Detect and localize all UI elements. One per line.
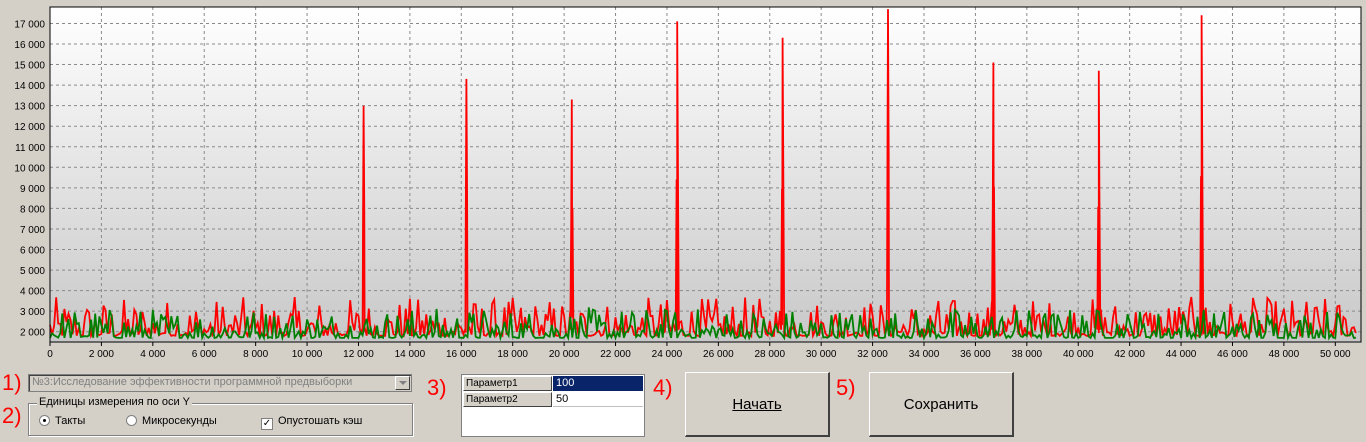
x-tick-label: 14 000 (395, 349, 426, 360)
y-tick-label: 11 000 (15, 143, 45, 154)
radio-empty-icon[interactable] (126, 415, 137, 426)
chevron-down-icon[interactable] (395, 376, 410, 390)
start-button-label: Начать (732, 395, 782, 413)
flush-cache-label: Опустошать кэш (278, 415, 363, 427)
params-row[interactable]: Параметр1 100 (463, 376, 643, 392)
x-tick-label: 0 (47, 349, 53, 360)
x-tick-label: 24 000 (652, 349, 683, 360)
x-tick-label: 40 000 (1063, 349, 1094, 360)
y-tick-label: 6 000 (20, 246, 45, 257)
x-tick-label: 8 000 (243, 349, 268, 360)
y-tick-label: 5 000 (20, 266, 45, 277)
flush-cache-checkbox[interactable]: ✓ Опустошать кэш (261, 415, 362, 430)
marker-4: 4) (653, 375, 673, 400)
line-chart: 2 000 3 000 4 000 5 000 6 000 7 000 8 000 9 000… (14, 6, 1362, 360)
radio-cycles-label: Такты (55, 415, 86, 427)
marker-5: 5) (836, 375, 856, 400)
plot-border (49, 6, 1362, 343)
x-tick-label: 18 000 (497, 349, 528, 360)
save-button-label: Сохранить (903, 395, 979, 413)
y-tick-label: 13 000 (14, 102, 45, 113)
radio-microseconds[interactable]: Микросекунды (126, 415, 217, 427)
x-tick-label: 44 000 (1166, 349, 1197, 360)
x-tick-label: 10 000 (292, 349, 323, 360)
test-select-value: №3:Исследование эффективности программно… (32, 376, 353, 388)
radio-microseconds-label: Микросекунды (142, 415, 217, 427)
x-tick-label: 22 000 (600, 349, 631, 360)
series-line (49, 307, 1356, 342)
y-tick-label: 17 000 (14, 19, 45, 30)
params-row[interactable]: Параметр2 50 (463, 392, 643, 408)
radio-cycles[interactable]: Такты (39, 415, 85, 427)
params-grid[interactable]: Параметр1 100 Параметр2 50 (461, 374, 645, 437)
save-button[interactable]: Сохранить (869, 372, 1014, 437)
x-tick-label: 38 000 (1012, 349, 1043, 360)
y-tick-label: 8 000 (20, 204, 45, 215)
x-tick-label: 4 000 (140, 349, 165, 360)
y-tick-label: 16 000 (14, 40, 45, 51)
y-units-title: Единицы измерения по оси Y (37, 396, 193, 408)
y-tick-label: 14 000 (14, 81, 45, 92)
x-tick-label: 30 000 (806, 349, 837, 360)
plot-area (50, 7, 1361, 342)
checkmark-icon[interactable]: ✓ (261, 418, 273, 430)
x-tick-label: 36 000 (960, 349, 991, 360)
x-tick-label: 34 000 (909, 349, 940, 360)
x-tick-label: 26 000 (703, 349, 734, 360)
x-tick-label: 46 000 (1217, 349, 1248, 360)
x-tick-label: 6 000 (192, 349, 217, 360)
param-value-cell[interactable]: 100 (553, 376, 643, 391)
x-tick-label: 12 000 (343, 349, 374, 360)
y-tick-label: 2 000 (20, 328, 45, 339)
y-tick-label: 10 000 (14, 163, 45, 174)
y-tick-label: 7 000 (20, 225, 45, 236)
x-tick-label: 2 000 (89, 349, 114, 360)
x-tick-label: 28 000 (754, 349, 785, 360)
param-name: Параметр1 (463, 376, 552, 391)
y-tick-label: 3 000 (20, 307, 45, 318)
y-tick-label: 12 000 (14, 122, 45, 133)
x-tick-label: 48 000 (1269, 349, 1300, 360)
chart: 2 000 3 000 4 000 5 000 6 000 7 000 8 000 9 000… (14, 6, 1362, 360)
radio-selected-icon[interactable] (39, 415, 50, 426)
x-tick-label: 32 000 (857, 349, 888, 360)
y-units-group: Единицы измерения по оси Y Такты Микросе… (28, 396, 413, 436)
marker-2: 2) (2, 403, 22, 428)
marker-1: 1) (2, 370, 22, 395)
x-tick-label: 50 000 (1320, 349, 1351, 360)
x-tick-label: 20 000 (549, 349, 580, 360)
x-tick-label: 16 000 (446, 349, 477, 360)
start-button[interactable]: Начать (685, 372, 830, 437)
y-tick-label: 9 000 (20, 184, 45, 195)
param-value-cell[interactable]: 50 (553, 392, 643, 407)
y-tick-label: 4 000 (20, 287, 45, 298)
param-name: Параметр2 (463, 392, 552, 407)
y-tick-label: 15 000 (14, 61, 45, 72)
marker-3: 3) (427, 375, 447, 400)
x-tick-label: 42 000 (1114, 349, 1145, 360)
test-select[interactable]: №3:Исследование эффективности программно… (28, 374, 412, 392)
